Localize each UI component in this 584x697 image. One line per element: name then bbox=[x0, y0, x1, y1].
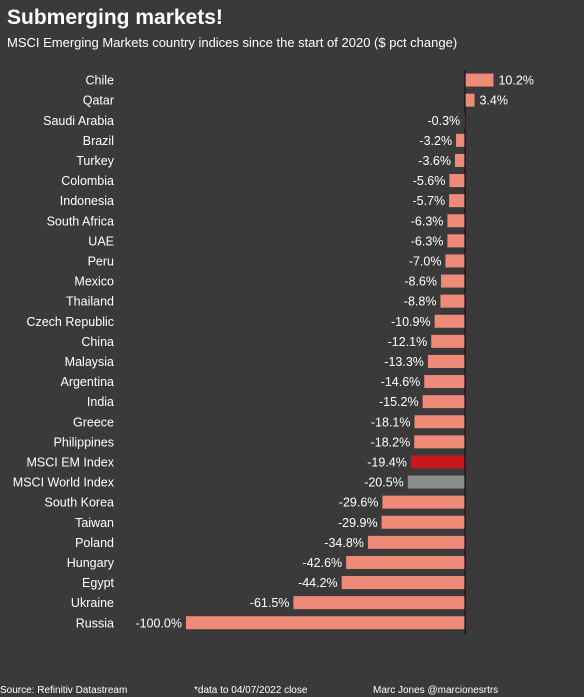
value-label: -18.2% bbox=[371, 435, 411, 449]
category-label: MSCI World Index bbox=[13, 476, 115, 490]
category-label: Philippines bbox=[54, 435, 114, 449]
bar bbox=[449, 174, 465, 188]
category-label: South Korea bbox=[45, 496, 115, 510]
category-label: Greece bbox=[73, 415, 114, 429]
category-label: Hungary bbox=[67, 556, 115, 570]
value-label: -5.7% bbox=[412, 194, 445, 208]
value-label: -12.1% bbox=[388, 335, 428, 349]
value-label: -6.3% bbox=[411, 214, 444, 228]
footer-note: *data to 04/07/2022 close bbox=[194, 685, 308, 696]
category-label: Saudi Arabia bbox=[43, 114, 114, 128]
category-label: Czech Republic bbox=[26, 315, 114, 329]
chart-subtitle: MSCI Emerging Markets country indices si… bbox=[7, 35, 458, 50]
value-label: -7.0% bbox=[409, 254, 442, 268]
category-label: Qatar bbox=[83, 94, 114, 108]
value-label: -15.2% bbox=[379, 395, 419, 409]
value-label: -14.6% bbox=[381, 375, 421, 389]
bar bbox=[381, 515, 465, 529]
value-label: -3.6% bbox=[418, 154, 451, 168]
value-label: -100.0% bbox=[135, 616, 182, 630]
bar bbox=[186, 616, 465, 630]
bar bbox=[449, 194, 465, 208]
value-label: -42.6% bbox=[303, 556, 343, 570]
value-label: -0.3% bbox=[428, 114, 461, 128]
value-label: -3.2% bbox=[419, 134, 452, 148]
bar bbox=[414, 415, 465, 429]
category-label: South Africa bbox=[47, 214, 114, 228]
bar bbox=[445, 254, 465, 268]
bar bbox=[410, 455, 465, 469]
bar bbox=[422, 395, 465, 409]
bar bbox=[293, 596, 465, 610]
category-label: Taiwan bbox=[75, 516, 114, 530]
value-label: -20.5% bbox=[364, 476, 404, 490]
value-label: -19.4% bbox=[367, 455, 407, 469]
category-label: India bbox=[87, 395, 114, 409]
category-label: Chile bbox=[86, 74, 115, 88]
bar bbox=[431, 334, 465, 348]
bar bbox=[407, 475, 465, 489]
bar bbox=[456, 133, 465, 147]
value-label: -8.8% bbox=[404, 295, 437, 309]
category-label: Brazil bbox=[83, 134, 114, 148]
bar bbox=[465, 73, 494, 87]
value-label: -61.5% bbox=[250, 596, 290, 610]
value-label: -10.9% bbox=[391, 315, 431, 329]
category-label: Egypt bbox=[82, 576, 114, 590]
bar bbox=[447, 214, 465, 228]
chart-title: Submerging markets! bbox=[7, 6, 223, 29]
bar bbox=[465, 93, 475, 107]
category-label: Malaysia bbox=[65, 355, 114, 369]
bar bbox=[440, 294, 465, 308]
category-label: Colombia bbox=[61, 174, 114, 188]
value-label: -29.9% bbox=[338, 516, 378, 530]
value-label: -6.3% bbox=[411, 234, 444, 248]
value-label: -5.6% bbox=[413, 174, 446, 188]
value-label: -44.2% bbox=[298, 576, 338, 590]
bar bbox=[382, 495, 465, 509]
category-label: Argentina bbox=[60, 375, 114, 389]
footer-author: Marc Jones @marcionesrtrs bbox=[373, 685, 499, 696]
bar bbox=[414, 435, 465, 449]
category-label: Indonesia bbox=[60, 194, 114, 208]
bar bbox=[367, 535, 465, 549]
bar bbox=[447, 234, 465, 248]
category-label: Poland bbox=[75, 536, 114, 550]
value-label: -8.6% bbox=[404, 275, 437, 289]
category-label: Russia bbox=[76, 616, 114, 630]
bar bbox=[441, 274, 465, 288]
value-label: -29.6% bbox=[339, 496, 379, 510]
category-label: Mexico bbox=[74, 275, 114, 289]
category-label: Ukraine bbox=[71, 596, 114, 610]
value-label: 10.2% bbox=[498, 74, 533, 88]
value-label: -18.1% bbox=[371, 415, 411, 429]
bar bbox=[427, 354, 465, 368]
footer-source: Source: Refinitiv Datastream bbox=[0, 685, 128, 696]
category-label: Thailand bbox=[66, 295, 114, 309]
bar bbox=[454, 153, 465, 167]
value-label: 3.4% bbox=[479, 94, 508, 108]
category-label: MSCI EM Index bbox=[26, 455, 114, 469]
value-label: -34.8% bbox=[324, 536, 364, 550]
bar bbox=[346, 555, 465, 569]
category-label: UAE bbox=[88, 234, 114, 248]
category-label: China bbox=[81, 335, 114, 349]
bar bbox=[341, 576, 465, 590]
category-label: Turkey bbox=[76, 154, 114, 168]
bar bbox=[434, 314, 465, 328]
bar bbox=[424, 375, 465, 389]
value-label: -13.3% bbox=[384, 355, 424, 369]
category-label: Peru bbox=[88, 254, 114, 268]
